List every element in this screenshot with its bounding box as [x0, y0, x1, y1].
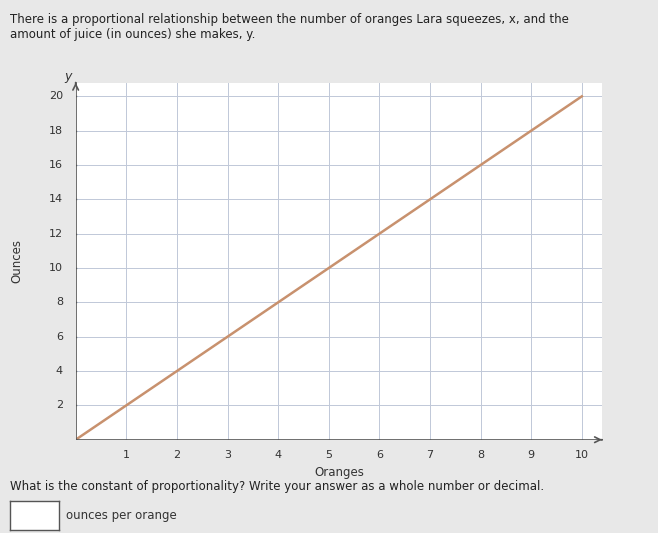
Text: 1: 1 [123, 450, 130, 460]
Text: 10: 10 [49, 263, 63, 273]
Text: 3: 3 [224, 450, 231, 460]
Text: 18: 18 [49, 126, 63, 136]
Text: 7: 7 [426, 450, 434, 460]
Text: 2: 2 [173, 450, 180, 460]
Text: 8: 8 [56, 297, 63, 308]
Text: Oranges: Oranges [314, 466, 364, 479]
Text: What is the constant of proportionality? Write your answer as a whole number or : What is the constant of proportionality?… [10, 480, 544, 492]
Text: 5: 5 [325, 450, 332, 460]
Text: ounces per orange: ounces per orange [66, 510, 176, 522]
Text: 8: 8 [477, 450, 484, 460]
Text: 16: 16 [49, 160, 63, 170]
Text: 6: 6 [376, 450, 383, 460]
Text: 12: 12 [49, 229, 63, 239]
Text: 2: 2 [56, 400, 63, 410]
Text: 14: 14 [49, 195, 63, 204]
Text: 20: 20 [49, 91, 63, 101]
Text: There is a proportional relationship between the number of oranges Lara squeezes: There is a proportional relationship bet… [10, 13, 569, 42]
Text: 4: 4 [274, 450, 282, 460]
Text: 10: 10 [575, 450, 589, 460]
Text: Ounces: Ounces [10, 239, 23, 283]
Text: 9: 9 [528, 450, 535, 460]
Text: y: y [64, 70, 72, 83]
Text: 6: 6 [56, 332, 63, 342]
Text: 4: 4 [56, 366, 63, 376]
